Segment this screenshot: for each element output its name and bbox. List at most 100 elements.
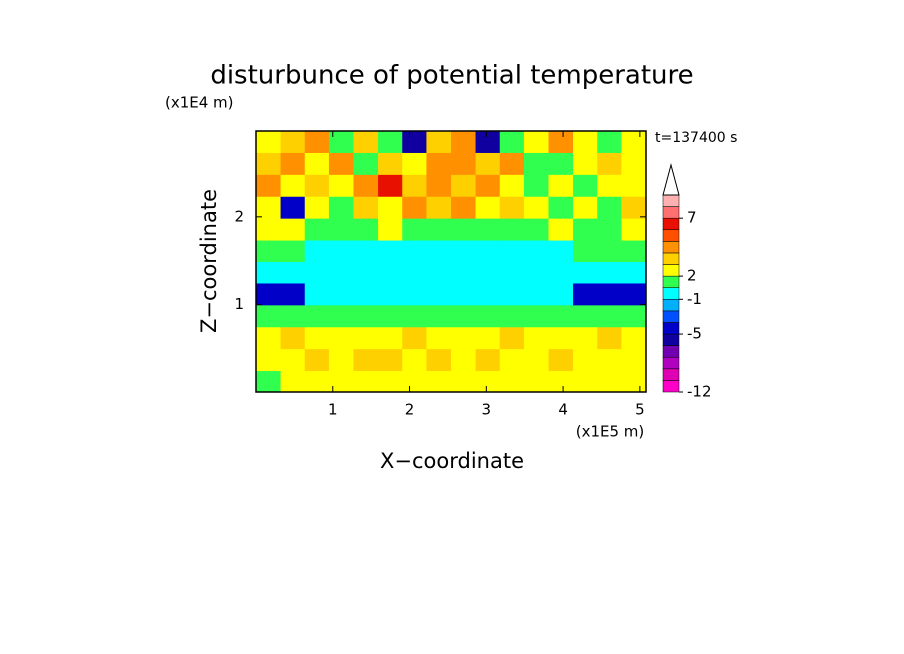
contour-cell (280, 218, 306, 241)
contour-cell (304, 282, 330, 306)
contour-cell (475, 326, 501, 350)
contour-cell (280, 152, 306, 175)
contour-cell (256, 131, 282, 153)
contour-cell (621, 240, 647, 262)
contour-cell (304, 240, 330, 262)
contour-cell (280, 196, 306, 219)
colorbar-swatch (662, 310, 680, 323)
contour-cell (475, 131, 501, 153)
contour-cell (378, 240, 403, 262)
contour-cell (280, 261, 306, 284)
contour-cell (597, 370, 622, 393)
contour-cell (280, 240, 306, 262)
contour-cell (402, 261, 427, 284)
contour-cell (328, 218, 354, 241)
contour-cell (402, 174, 427, 197)
contour-cell (378, 304, 403, 328)
contour-cell (499, 174, 525, 197)
contour-cell (304, 304, 330, 328)
contour-cell (378, 370, 403, 393)
y-tick-label: 2 (234, 207, 244, 225)
contour-cell (621, 304, 647, 328)
contour-cell (353, 240, 379, 262)
contour-cell (378, 131, 403, 153)
contour-cell (475, 218, 501, 241)
contour-cell (573, 348, 598, 372)
contour-cell (451, 218, 477, 241)
contour-cell (426, 326, 452, 350)
contour-cell (426, 261, 452, 284)
contour-cell (451, 348, 477, 372)
contour-cell (402, 218, 427, 241)
contour-cell (378, 261, 403, 284)
contour-cell (597, 218, 622, 241)
chart-title: disturbunce of potential temperature (210, 61, 693, 91)
contour-cell (378, 326, 403, 350)
contour-cell (548, 348, 574, 372)
x-tick-label: 5 (635, 401, 645, 419)
contour-cell (548, 304, 574, 328)
contour-cell (475, 152, 501, 175)
x-axis-label: X−coordinate (380, 449, 524, 473)
contour-cell (353, 326, 379, 350)
contour-cell (548, 218, 574, 241)
contour-cell (475, 348, 501, 372)
contour-cell (597, 261, 622, 284)
y-tick-label: 1 (234, 295, 244, 313)
contour-cell (573, 282, 598, 306)
colorbar-swatch (662, 241, 680, 254)
contour-cell (378, 282, 403, 306)
contour-cell (499, 370, 525, 393)
contour-cell (280, 304, 306, 328)
contour-cell (304, 348, 330, 372)
contour-cell (523, 174, 549, 197)
colorbar-swatch (662, 252, 680, 265)
contour-cell (328, 304, 354, 328)
colorbar-tick-label: -5 (687, 325, 702, 343)
x-tick-label: 1 (328, 401, 338, 419)
contour-cell (597, 282, 622, 306)
x-tick-label: 2 (405, 401, 415, 419)
colorbar-swatch (662, 194, 680, 207)
contour-cell (256, 304, 282, 328)
colorbar-swatch (662, 287, 680, 300)
contour-cell (523, 304, 549, 328)
contour-cell (573, 131, 598, 153)
contour-cell (328, 370, 354, 393)
colorbar-extension (662, 163, 680, 196)
contour-cell (328, 261, 354, 284)
contour-cell (548, 196, 574, 219)
contour-cell (499, 282, 525, 306)
contour-cell (378, 218, 403, 241)
contour-cell (451, 282, 477, 306)
contour-cell (402, 348, 427, 372)
contour-cell (402, 282, 427, 306)
colorbar-swatch (662, 356, 680, 370)
contour-cell (523, 152, 549, 175)
contour-cell (573, 326, 598, 350)
contour-cell (548, 131, 574, 153)
contour-cell (402, 152, 427, 175)
contour-cell (451, 304, 477, 328)
contour-cell (451, 261, 477, 284)
contour-cell (523, 370, 549, 393)
contour-cell (353, 196, 379, 219)
contour-cell (523, 348, 549, 372)
contour-cell (621, 326, 647, 350)
contour-cell (451, 240, 477, 262)
contour-cell (426, 304, 452, 328)
contour-cell (573, 240, 598, 262)
contour-cell (426, 348, 452, 372)
colorbar-swatch (662, 380, 680, 393)
contour-cell (353, 131, 379, 153)
contour-cell (621, 131, 647, 153)
contour-cell (573, 370, 598, 393)
contour-cell (573, 152, 598, 175)
contour-cell (378, 152, 403, 175)
contour-cell (304, 261, 330, 284)
contour-cell (280, 282, 306, 306)
contour-cell (256, 218, 282, 241)
contour-cell (378, 174, 403, 197)
contour-cell (621, 261, 647, 284)
